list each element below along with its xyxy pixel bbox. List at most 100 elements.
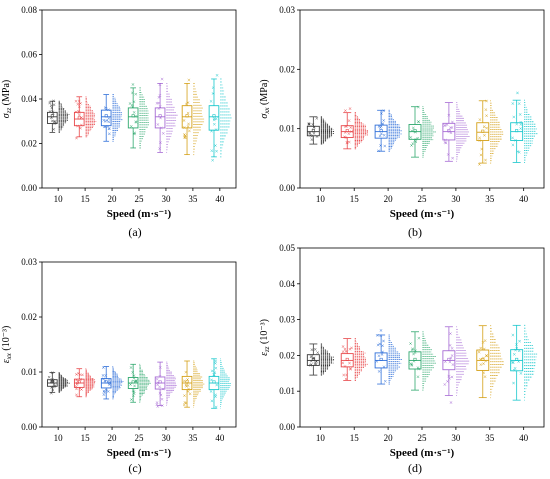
density-half-violin <box>139 363 151 403</box>
data-point <box>215 149 218 153</box>
box-15 <box>73 96 97 140</box>
data-point <box>485 126 489 130</box>
y-tick-label: 0.01 <box>279 386 295 396</box>
data-point <box>513 366 517 370</box>
data-point <box>379 329 383 332</box>
data-point <box>383 379 387 383</box>
data-point <box>130 103 134 107</box>
density-half-violin <box>220 78 232 158</box>
data-point <box>446 379 449 383</box>
density-half-violin <box>388 109 402 152</box>
box-10 <box>306 116 335 145</box>
panel-label: (c) <box>128 461 141 475</box>
data-point <box>479 346 483 350</box>
data-point <box>210 378 213 382</box>
data-point <box>309 363 313 366</box>
scatter-points <box>343 107 353 145</box>
data-point <box>131 370 135 374</box>
data-point <box>511 143 515 147</box>
data-point <box>130 398 133 401</box>
x-axis-label: Speed (m·s⁻¹) <box>107 447 172 459</box>
x-tick-label: 15 <box>81 194 91 204</box>
data-point <box>158 147 162 151</box>
data-point <box>157 101 161 105</box>
data-point <box>182 119 186 122</box>
box-mean <box>515 357 519 361</box>
data-point <box>349 126 353 129</box>
data-point <box>345 124 348 128</box>
box-25 <box>127 363 151 403</box>
data-point <box>343 135 346 139</box>
box-30 <box>442 102 470 162</box>
data-point <box>211 92 215 95</box>
data-point <box>310 134 314 138</box>
data-point <box>214 359 217 363</box>
data-point <box>52 103 56 107</box>
data-point <box>447 374 451 378</box>
data-point <box>187 129 191 133</box>
data-point <box>379 126 382 129</box>
data-point <box>347 140 351 144</box>
data-point <box>482 371 485 375</box>
data-point <box>517 102 521 106</box>
data-point <box>449 332 452 335</box>
data-point <box>512 115 516 119</box>
data-point <box>377 370 381 373</box>
data-point <box>478 163 481 166</box>
scatter-points <box>477 339 488 379</box>
data-point <box>483 339 487 343</box>
data-point <box>155 401 159 404</box>
y-axis-symbol: ε <box>259 352 270 356</box>
data-point <box>210 129 213 133</box>
data-point <box>417 367 421 371</box>
box-25 <box>408 331 437 391</box>
data-point <box>515 346 519 350</box>
data-point <box>159 393 163 397</box>
data-point <box>447 376 451 380</box>
box-40 <box>208 358 232 409</box>
density-half-violin <box>112 366 124 400</box>
box-35 <box>181 360 205 408</box>
data-point <box>517 150 521 154</box>
data-point <box>517 360 521 363</box>
box-mean <box>379 357 383 361</box>
y-axis-unit: (MPa) <box>259 79 270 107</box>
box-40 <box>510 324 538 401</box>
y-tick-label: 0.02 <box>279 64 295 74</box>
data-point <box>50 371 54 375</box>
box-25 <box>408 105 437 158</box>
data-point <box>103 390 106 394</box>
data-point <box>157 107 161 110</box>
data-point <box>315 116 319 120</box>
x-tick-label: 25 <box>135 194 145 204</box>
data-point <box>445 123 449 127</box>
y-tick-label: 0.04 <box>21 94 37 104</box>
density-half-violin <box>388 334 403 385</box>
data-point <box>307 122 311 126</box>
data-point <box>382 339 385 343</box>
data-point <box>383 144 387 148</box>
data-point <box>343 347 347 351</box>
data-point <box>375 333 379 337</box>
density-half-violin <box>320 343 335 376</box>
data-point <box>188 392 192 396</box>
data-point <box>313 347 317 351</box>
y-axis-unit: (MPa) <box>1 80 12 108</box>
data-point <box>215 73 219 77</box>
box-mean <box>481 129 485 133</box>
x-tick-label: 35 <box>188 433 198 443</box>
data-point <box>155 377 159 381</box>
data-point <box>132 374 136 378</box>
data-point <box>160 77 164 81</box>
data-point <box>209 99 213 103</box>
x-tick-label: 10 <box>54 194 64 204</box>
x-tick-label: 20 <box>108 433 118 443</box>
data-point <box>481 340 485 344</box>
box-10 <box>47 99 70 133</box>
density-half-violin <box>112 94 123 142</box>
data-point <box>134 92 138 96</box>
data-point <box>514 138 517 142</box>
box-mean <box>447 357 451 361</box>
data-point <box>213 371 217 375</box>
data-point <box>80 116 83 119</box>
